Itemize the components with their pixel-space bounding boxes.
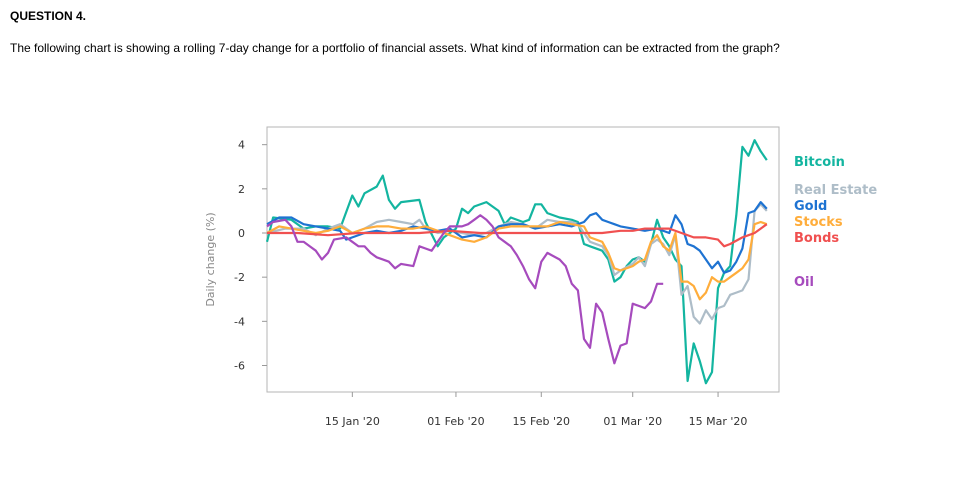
y-axis-label: Daily change (%): [204, 212, 217, 306]
y-tick-label: 4: [238, 139, 245, 152]
question-text: The following chart is showing a rolling…: [10, 41, 780, 55]
x-tick-label: 01 Mar '20: [603, 415, 662, 428]
series-line-bonds: [267, 223, 768, 248]
plot-frame: [266, 126, 780, 393]
series-line-real-estate: [266, 203, 768, 325]
y-tick-label: 2: [238, 183, 245, 196]
y-tick-label: -2: [234, 271, 245, 284]
series-line-bitcoin: [265, 139, 768, 385]
x-tick-label: 15 Jan '20: [325, 415, 380, 428]
question-heading: QUESTION 4.: [10, 9, 87, 23]
legend-bonds: Bonds: [794, 231, 839, 246]
legend-oil: Oil: [794, 275, 814, 290]
x-tick-label: 15 Mar '20: [689, 415, 748, 428]
y-tick-label: 0: [238, 227, 245, 240]
y-tick-label: -4: [234, 315, 245, 328]
x-tick-label: 15 Feb '20: [513, 415, 571, 428]
y-tick-label: -6: [234, 360, 245, 373]
legend-gold: Gold: [794, 199, 827, 214]
series-line-oil: [266, 214, 664, 365]
series-line-stocks: [266, 220, 768, 301]
legend-bitcoin: Bitcoin: [794, 155, 845, 170]
x-tick-label: 01 Feb '20: [427, 415, 485, 428]
legend-real-estate: Real Estate: [794, 183, 877, 198]
legend-stocks: Stocks: [794, 215, 843, 230]
